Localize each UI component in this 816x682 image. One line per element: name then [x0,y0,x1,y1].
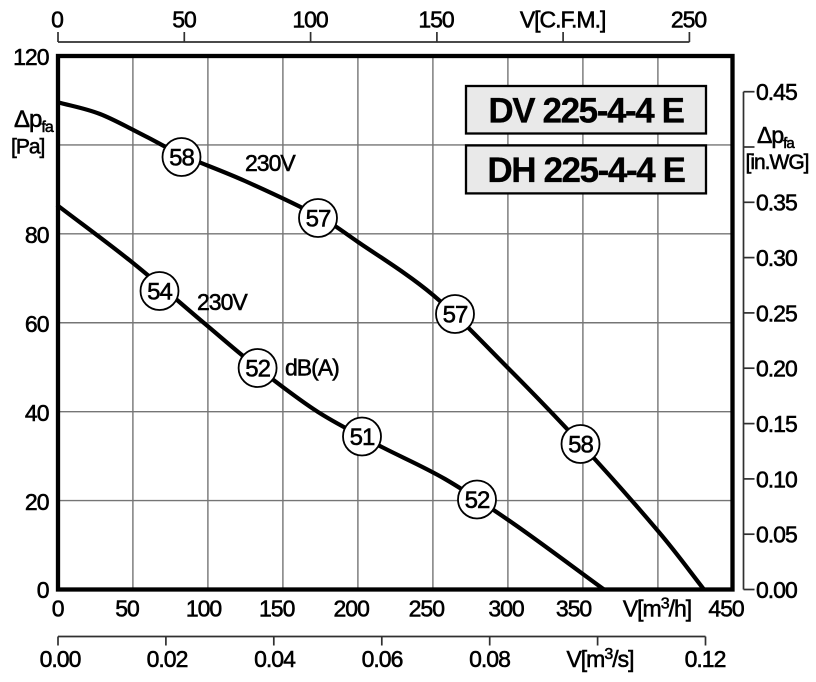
svg-text:54: 54 [147,279,172,306]
svg-text:[in.WG]: [in.WG] [746,151,809,174]
svg-text:0.02: 0.02 [147,646,188,672]
svg-text:0.10: 0.10 [756,466,797,492]
svg-text:52: 52 [465,487,490,514]
svg-text:0.20: 0.20 [756,356,797,382]
svg-text:51: 51 [350,424,375,451]
svg-text:450: 450 [708,596,744,622]
svg-text:0.30: 0.30 [756,245,797,271]
svg-text:250: 250 [409,596,445,622]
svg-text:V[C.F.M.]: V[C.F.M.] [520,7,606,33]
svg-text:100: 100 [292,7,328,33]
svg-text:57: 57 [306,206,331,233]
svg-text:350: 350 [556,596,592,622]
svg-text:57: 57 [443,302,468,329]
svg-text:0.35: 0.35 [756,190,797,216]
svg-text:52: 52 [245,356,270,383]
svg-text:0.08: 0.08 [469,646,510,672]
svg-text:0: 0 [37,577,49,603]
svg-text:0.15: 0.15 [756,411,797,437]
svg-text:200: 200 [334,596,370,622]
svg-text:0.12: 0.12 [685,646,726,672]
svg-text:0.04: 0.04 [254,646,296,672]
svg-text:230V: 230V [197,289,248,315]
svg-text:[Pa]: [Pa] [11,136,45,159]
svg-text:0.06: 0.06 [362,646,403,672]
svg-text:0.25: 0.25 [756,300,797,326]
svg-text:120: 120 [13,44,49,70]
svg-text:150: 150 [418,7,454,33]
svg-text:20: 20 [25,489,49,515]
svg-text:0.45: 0.45 [756,79,797,105]
svg-text:80: 80 [25,222,49,248]
svg-text:58: 58 [568,432,593,459]
svg-text:V[m3/h]: V[m3/h] [623,596,691,622]
svg-text:50: 50 [172,7,196,33]
svg-text:40: 40 [25,400,49,426]
svg-text:DV 225-4-4 E: DV 225-4-4 E [488,91,683,130]
svg-text:dB(A): dB(A) [285,355,339,381]
svg-text:0: 0 [52,596,64,622]
svg-text:0.05: 0.05 [756,522,797,548]
svg-text:0.00: 0.00 [40,646,81,672]
svg-text:100: 100 [186,596,222,622]
svg-text:V[m3/s]: V[m3/s] [566,646,633,672]
svg-text:58: 58 [169,145,194,172]
svg-text:60: 60 [25,311,49,337]
svg-text:230V: 230V [245,150,296,176]
svg-text:150: 150 [259,596,295,622]
svg-text:50: 50 [115,596,139,622]
svg-text:0: 0 [51,7,63,33]
svg-text:250: 250 [671,7,707,33]
svg-text:300: 300 [488,596,524,622]
svg-text:DH 225-4-4 E: DH 225-4-4 E [487,151,684,190]
svg-text:0.00: 0.00 [756,577,797,603]
